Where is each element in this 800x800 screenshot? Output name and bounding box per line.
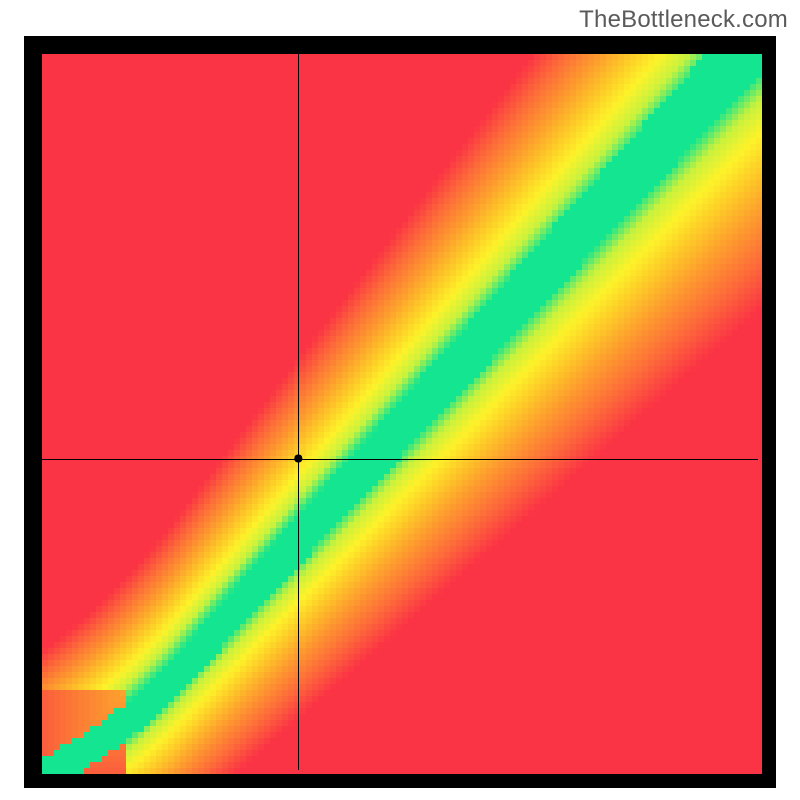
chart-container: TheBottleneck.com [0, 0, 800, 800]
heatmap-canvas [24, 36, 776, 788]
heatmap-plot [24, 36, 776, 788]
watermark-text: TheBottleneck.com [579, 6, 788, 34]
